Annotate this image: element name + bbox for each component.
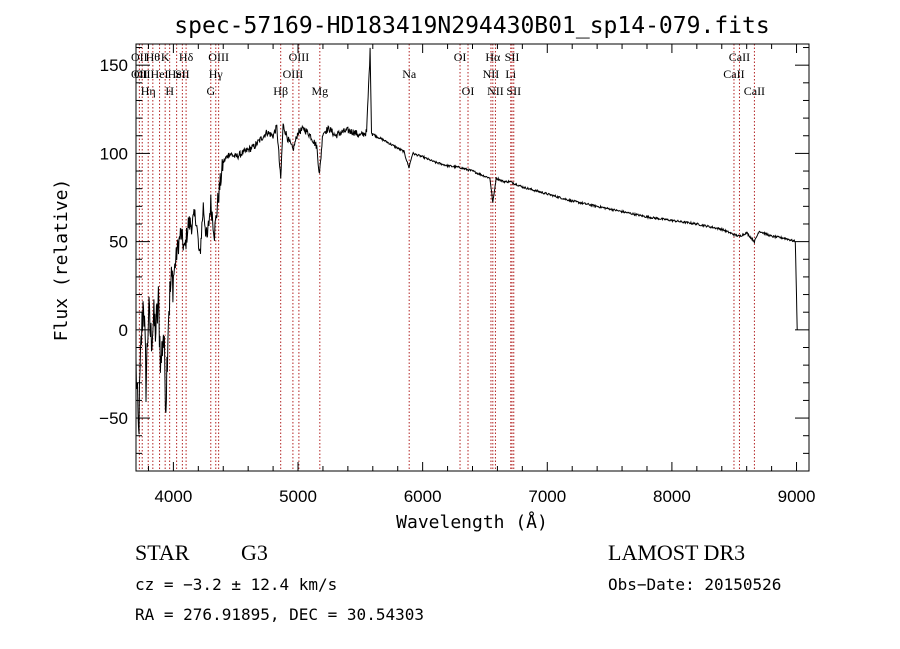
- sky-coordinates: RA = 276.91895, DEC = 30.54303: [135, 605, 424, 624]
- line-marker-label: CaII: [729, 50, 750, 64]
- line-marker-label: HeI: [168, 67, 186, 81]
- chart-title: spec-57169-HD183419N294430B01_sp14-079.f…: [174, 13, 769, 39]
- line-marker-label: H: [165, 84, 174, 98]
- spectrum-line: [135, 47, 798, 435]
- x-tick-label: 5000: [279, 487, 317, 506]
- line-marker-label: OIII: [283, 67, 304, 81]
- line-marker-label: OIII: [289, 50, 310, 64]
- line-marker-label: SII: [506, 84, 521, 98]
- line-marker-label: Hδ: [179, 50, 194, 64]
- x-tick-label: 7000: [528, 487, 566, 506]
- line-marker-label: K: [161, 50, 170, 64]
- line-marker-label: Na: [402, 67, 417, 81]
- x-tick-label: 9000: [778, 487, 816, 506]
- y-tick-label: 100: [100, 144, 128, 163]
- line-marker-label: OI: [462, 84, 475, 98]
- line-marker-label: Mg: [311, 84, 328, 98]
- plot-frame: [135, 43, 810, 472]
- x-tick-label: 8000: [653, 487, 691, 506]
- line-marker-label: Hα: [485, 50, 501, 64]
- y-tick-label: 0: [119, 321, 128, 340]
- line-marker-label: CaII: [723, 67, 744, 81]
- y-tick-label: −50: [99, 409, 128, 428]
- line-marker-label: Hβ: [273, 84, 288, 98]
- line-markers: [138, 44, 755, 471]
- y-tick-label: 150: [100, 56, 128, 75]
- line-marker-label: OII: [131, 67, 148, 81]
- line-marker-labels: OIIOIIOIIHηHθHeIKHHeISIIHδGHγOIIIHβOIIIO…: [131, 50, 765, 98]
- line-marker-label: G: [206, 84, 215, 98]
- survey-name: LAMOST DR3: [608, 540, 745, 565]
- line-marker-label: SII: [175, 67, 190, 81]
- observation-date: Obs−Date: 20150526: [608, 575, 781, 594]
- line-marker-label: OI: [454, 50, 467, 64]
- x-axis-label: Wavelength (Å): [396, 511, 548, 533]
- line-marker-label: Hγ: [209, 67, 224, 81]
- line-marker-label: OIII: [208, 50, 229, 64]
- y-axis-ticks: −50 0 50 100 150: [99, 47, 809, 454]
- y-axis-label: Flux (relative): [51, 179, 72, 342]
- line-marker-label: SII: [505, 50, 520, 64]
- line-marker-label: NII: [487, 84, 504, 98]
- line-marker-label: OII: [134, 67, 151, 81]
- y-tick-label: 50: [109, 233, 128, 252]
- line-marker-label: NII: [483, 67, 500, 81]
- line-marker-label: HeI: [151, 67, 169, 81]
- line-marker-label: Hη: [141, 84, 156, 98]
- line-marker-label: CaII: [744, 84, 765, 98]
- x-tick-label: 6000: [404, 487, 442, 506]
- line-marker-label: Hθ: [146, 50, 161, 64]
- spectral-subclass: G3: [241, 540, 268, 565]
- line-marker-label: OII: [131, 50, 148, 64]
- x-axis-ticks: 4000 5000 6000 7000 8000 9000: [147, 44, 816, 506]
- redshift-cz: cz = −3.2 ± 12.4 km/s: [135, 575, 337, 594]
- line-marker-label: Li: [505, 67, 516, 81]
- x-tick-label: 4000: [154, 487, 192, 506]
- object-class: STAR: [135, 540, 190, 565]
